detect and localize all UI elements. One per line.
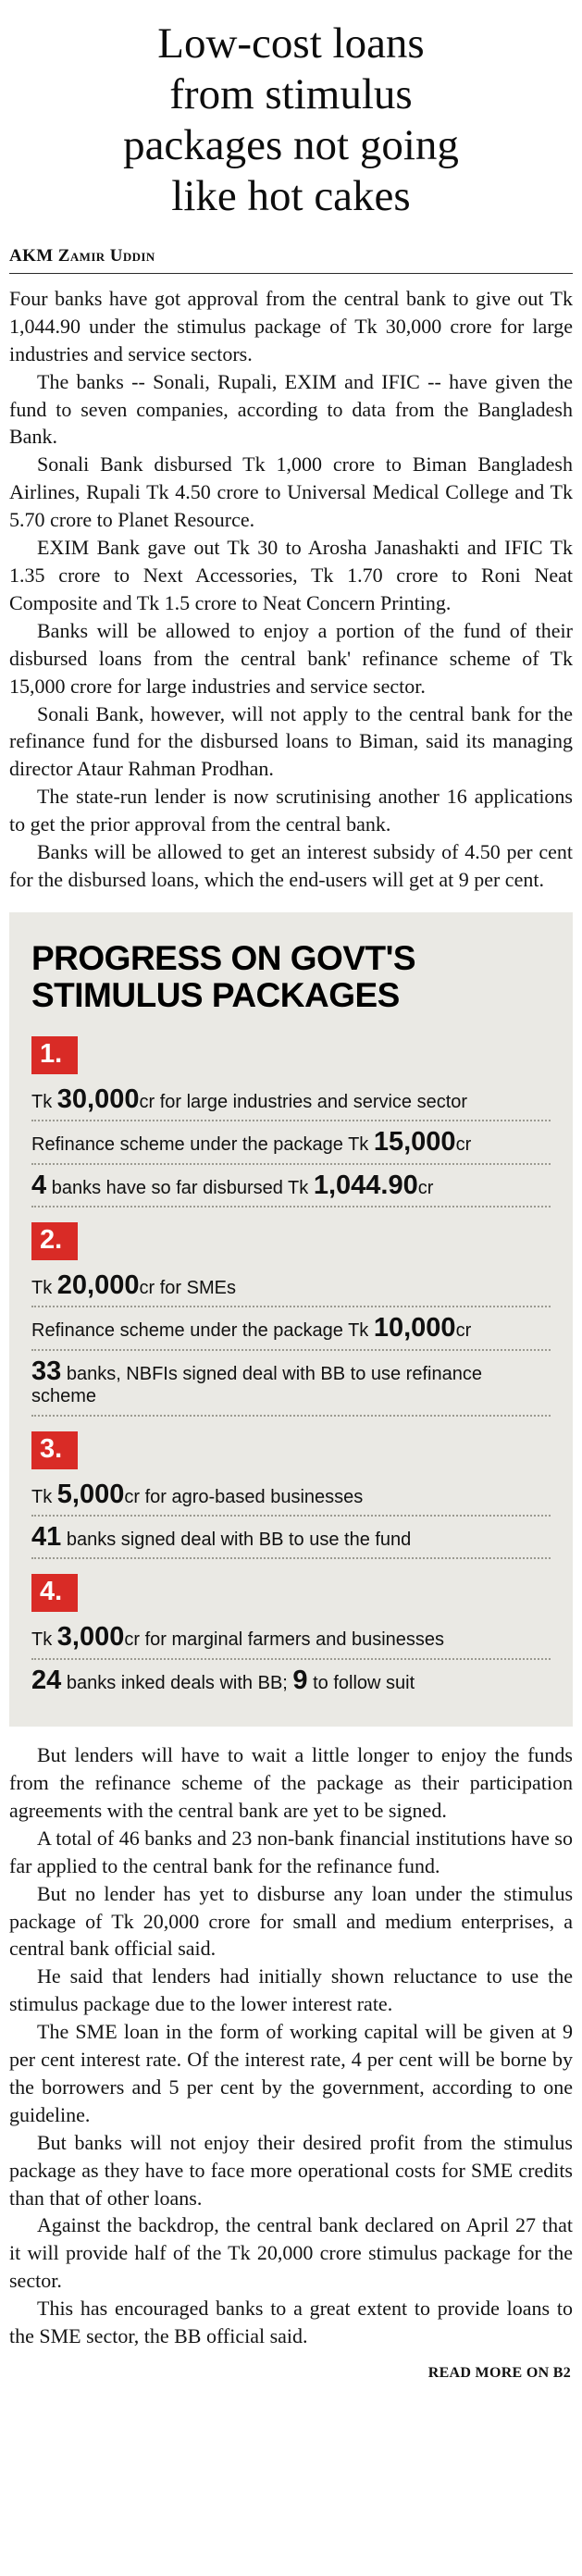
stat-line: 24 banks inked deals with BB; 9 to follo… (31, 1660, 551, 1701)
paragraph: Sonali Bank, however, will not apply to … (9, 701, 573, 781)
stat-text: banks, NBFIs signed deal with BB to use … (31, 1363, 482, 1407)
stat-number: 5,000 (56, 1479, 125, 1509)
paragraph: The SME loan in the form of working capi… (9, 2020, 573, 2126)
stat-number: 3,000 (56, 1622, 125, 1653)
item-number-badge: 1. (31, 1035, 79, 1074)
stat-number: 20,000 (56, 1269, 140, 1300)
stat-line: Tk 3,000cr for marginal farmers and busi… (31, 1616, 551, 1660)
stat-number: 41 (31, 1521, 62, 1552)
paragraph: But no lender has yet to disburse any lo… (9, 1881, 573, 1961)
paragraph: Four banks have got approval from the ce… (9, 286, 573, 365)
stat-text: cr for large industries and service sect… (139, 1091, 468, 1112)
stat-text: Refinance scheme under the package Tk (31, 1134, 374, 1156)
paragraph: Banks will be allowed to get an interest… (9, 840, 573, 891)
stat-number: 15,000 (373, 1127, 456, 1158)
stat-text: cr (455, 1134, 472, 1156)
stimulus-package-item: 1. Tk 30,000cr for large industries and s… (31, 1022, 551, 1208)
stat-text: cr for SMEs (139, 1277, 236, 1298)
article-title: Low-cost loans from stimulus packages not … (123, 19, 459, 220)
infographic-box: PROGRESS ON GOVT'S STIMULUS PACKAGES 1. Tk… (9, 911, 573, 1728)
stat-number: 30,000 (56, 1084, 140, 1114)
infographic-title: PROGRESS ON GOVT'S STIMULUS PACKAGES (31, 938, 416, 1014)
stat-line: Tk 5,000cr for agro-based businesses (31, 1474, 551, 1517)
stat-text: Tk (31, 1277, 57, 1298)
stat-text: to follow suit (307, 1672, 415, 1693)
stat-text: Refinance scheme under the package Tk (31, 1320, 374, 1342)
stimulus-package-item: 3. Tk 5,000cr for agro-based businesses 41… (31, 1417, 551, 1560)
stat-text: Tk (31, 1486, 57, 1507)
read-more-note: READ MORE ON B2 (427, 2365, 571, 2382)
item-number-badge: 3. (31, 1430, 79, 1469)
stat-text: banks have so far disbursed Tk (46, 1177, 314, 1198)
stat-text: cr for agro-based businesses (124, 1486, 364, 1507)
stat-number: 24 (31, 1665, 62, 1695)
article-body-top: Four banks have got approval from the ce… (9, 285, 573, 894)
paragraph: The banks -- Sonali, Rupali, EXIM and IF… (9, 369, 573, 449)
stat-text: banks signed deal with BB to use the fun… (61, 1529, 412, 1550)
paragraph: A total of 46 banks and 23 non-bank fina… (9, 1826, 573, 1877)
byline-divider (9, 272, 573, 274)
stat-line: 41 banks signed deal with BB to use the … (31, 1517, 551, 1560)
item-number-badge: 2. (31, 1221, 79, 1260)
stat-number: 1,044.90 (313, 1170, 418, 1200)
paragraph: Sonali Bank disbursed Tk 1,000 crore to … (9, 452, 573, 532)
article-body-bottom: But lenders will have to wait a little l… (9, 1741, 573, 2350)
paragraph: He said that lenders had initially shown… (9, 1964, 573, 2016)
infographic-items: 1. Tk 30,000cr for large industries and s… (31, 1022, 551, 1701)
paragraph: But banks will not enjoy their desired p… (9, 2130, 573, 2210)
stimulus-package-item: 2. Tk 20,000cr for SMEs Refinance scheme u… (31, 1208, 551, 1417)
paragraph: Against the backdrop, the central bank d… (9, 2213, 573, 2293)
paragraph: The state-run lender is now scrutinising… (9, 785, 573, 836)
stat-line: Tk 20,000cr for SMEs (31, 1265, 551, 1308)
stat-line: 4 banks have so far disbursed Tk 1,044.9… (31, 1165, 551, 1208)
stat-number: 4 (31, 1170, 47, 1200)
paragraph: EXIM Bank gave out Tk 30 to Arosha Janas… (9, 536, 573, 614)
stat-line: 33 banks, NBFIs signed deal with BB to u… (31, 1351, 551, 1417)
paragraph: But lenders will have to wait a little l… (9, 1743, 573, 1822)
paragraph: Banks will be allowed to enjoy a portion… (9, 618, 573, 698)
stat-text: Tk (31, 1629, 57, 1651)
byline: AKM Zamir Uddin (9, 245, 155, 266)
paragraph: This has encouraged banks to a great ext… (9, 2297, 573, 2348)
stat-line: Refinance scheme under the package Tk 10… (31, 1307, 551, 1351)
stat-number: 10,000 (373, 1313, 456, 1344)
article-page: Low-cost loans from stimulus packages not … (9, 19, 573, 2382)
stat-text: cr for marginal farmers and businesses (124, 1629, 445, 1651)
stat-text: cr (417, 1177, 434, 1198)
stat-number: 9 (292, 1665, 308, 1695)
stat-number: 33 (31, 1356, 62, 1386)
stat-line: Refinance scheme under the package Tk 15… (31, 1121, 551, 1165)
stat-text: cr (455, 1320, 472, 1342)
stat-text: banks inked deals with BB; (61, 1672, 293, 1693)
stat-line: Tk 30,000cr for large industries and ser… (31, 1079, 551, 1122)
item-number-badge: 4. (31, 1574, 79, 1613)
stimulus-package-item: 4. Tk 3,000cr for marginal farmers and bu… (31, 1559, 551, 1701)
stat-text: Tk (31, 1091, 57, 1112)
